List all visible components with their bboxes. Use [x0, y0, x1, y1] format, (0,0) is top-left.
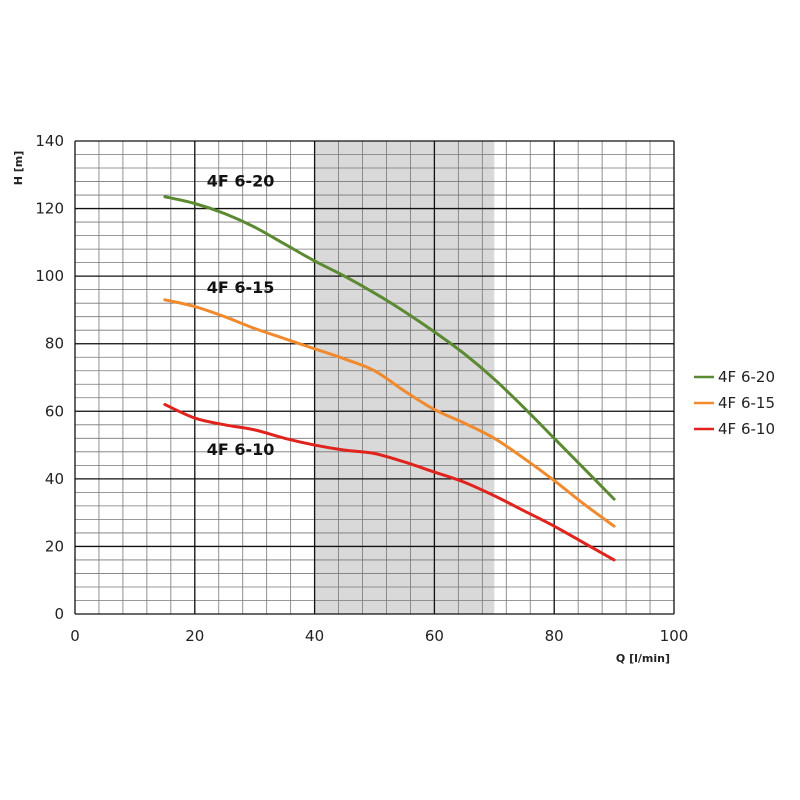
series-layer [163, 195, 616, 562]
x-tick-label: 100 [660, 627, 689, 645]
y-tick-label: 100 [35, 267, 64, 285]
x-axis-title: Q [l/min] [616, 652, 670, 665]
curve-label-2: 4F 6-15 [207, 278, 275, 297]
y-tick-label: 140 [35, 132, 64, 150]
x-tick-label: 0 [70, 627, 80, 645]
curve-label-1: 4F 6-20 [207, 172, 275, 191]
x-tick-label: 20 [185, 627, 204, 645]
curve-label-3: 4F 6-10 [207, 440, 275, 459]
series-line-1 [163, 195, 616, 501]
axis-layer: 0 20 40 60 80 100 0 20 40 60 80 100 120 140 [35, 132, 688, 645]
x-tick-label: 40 [305, 627, 324, 645]
series-line-2 [163, 298, 616, 528]
legend-label-1: 4F 6-20 [718, 368, 775, 386]
y-axis-title: H [m] [12, 151, 25, 186]
legend-label-2: 4F 6-15 [718, 394, 775, 412]
series-line-3 [163, 403, 616, 562]
highlight-band [314, 141, 495, 614]
y-tick-label: 60 [45, 402, 64, 420]
curve-label-layer: 4F 6-20 4F 6-15 4F 6-10 [207, 172, 275, 460]
y-tick-label: 120 [35, 200, 64, 218]
y-tick-label: 80 [45, 335, 64, 353]
y-tick-label: 20 [45, 537, 64, 555]
x-tick-label: 60 [425, 627, 444, 645]
y-tick-label: 40 [45, 470, 64, 488]
grid-layer [74, 140, 675, 615]
x-tick-label: 80 [545, 627, 564, 645]
highlight-band-layer [314, 141, 495, 614]
y-tick-label: 0 [54, 605, 64, 623]
legend: 4F 6-20 4F 6-15 4F 6-10 [694, 368, 775, 438]
legend-label-3: 4F 6-10 [718, 420, 775, 438]
